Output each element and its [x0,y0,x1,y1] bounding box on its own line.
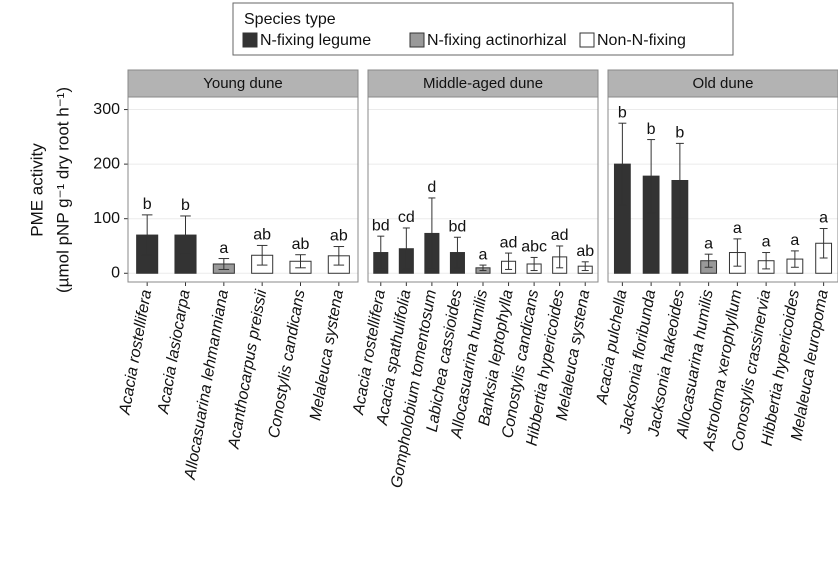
group-letter: ad [551,227,569,244]
y-tick-label: 300 [93,101,120,118]
group-letter: bd [449,218,467,235]
group-letter: ab [330,228,348,245]
group-letter: a [733,220,742,237]
y-axis-label: PME activity [27,143,46,237]
x-tick-label: Allocasuarina lehmanniana [182,288,232,481]
group-letter: abc [521,239,547,256]
x-tick-label: Acacia lasiocarpa [155,288,194,416]
strip [367,69,599,98]
panel-border [367,96,599,283]
panel-title: Middle-aged dune [423,75,543,92]
legend-label: N-fixing actinorhizal [427,32,567,49]
group-letter: ab [292,236,310,253]
x-tick-label: Melaleuca systena [307,288,347,422]
group-letter: ab [253,227,271,244]
legend-box [232,2,734,56]
x-tick-label: Acacia rostellifera [116,288,155,416]
group-letter: a [704,235,713,252]
y-tick-label: 0 [111,264,120,281]
legend-label: Non-N-fixing [597,32,686,49]
group-letter: a [479,246,488,263]
panel [607,96,838,283]
y-axis-label: (µmol pNP g⁻¹ dry root h⁻¹) [53,87,72,293]
group-letter: b [647,121,656,138]
group-letter: b [181,197,190,214]
group-letter: a [762,234,771,251]
panel [127,96,359,283]
group-letter: ad [500,234,518,251]
legend-swatch [409,32,425,48]
group-letter: ab [576,243,594,260]
legend-title: Species type [244,11,336,28]
strip [607,69,838,98]
y-tick-label: 200 [93,155,120,172]
x-tick-label: Acanthocarpus preissii [225,288,270,451]
panel-title: Old dune [693,75,754,92]
group-letter: a [819,210,828,227]
panel-border [607,96,838,283]
legend-label: N-fixing legume [260,32,371,49]
group-letter: cd [398,209,415,226]
group-letter: b [618,104,627,121]
x-tick-label: Conostylis candicans [266,288,309,439]
legend-swatch [579,32,595,48]
legend-swatch [242,32,258,48]
group-letter: a [219,240,228,257]
group-letter: d [427,179,436,196]
group-letter: a [790,232,799,249]
group-letter: b [675,125,684,142]
panel-border [127,96,359,283]
group-letter: b [143,196,152,213]
y-tick-label: 100 [93,210,120,227]
panel-title: Young dune [203,75,283,92]
group-letter: bd [372,217,390,234]
